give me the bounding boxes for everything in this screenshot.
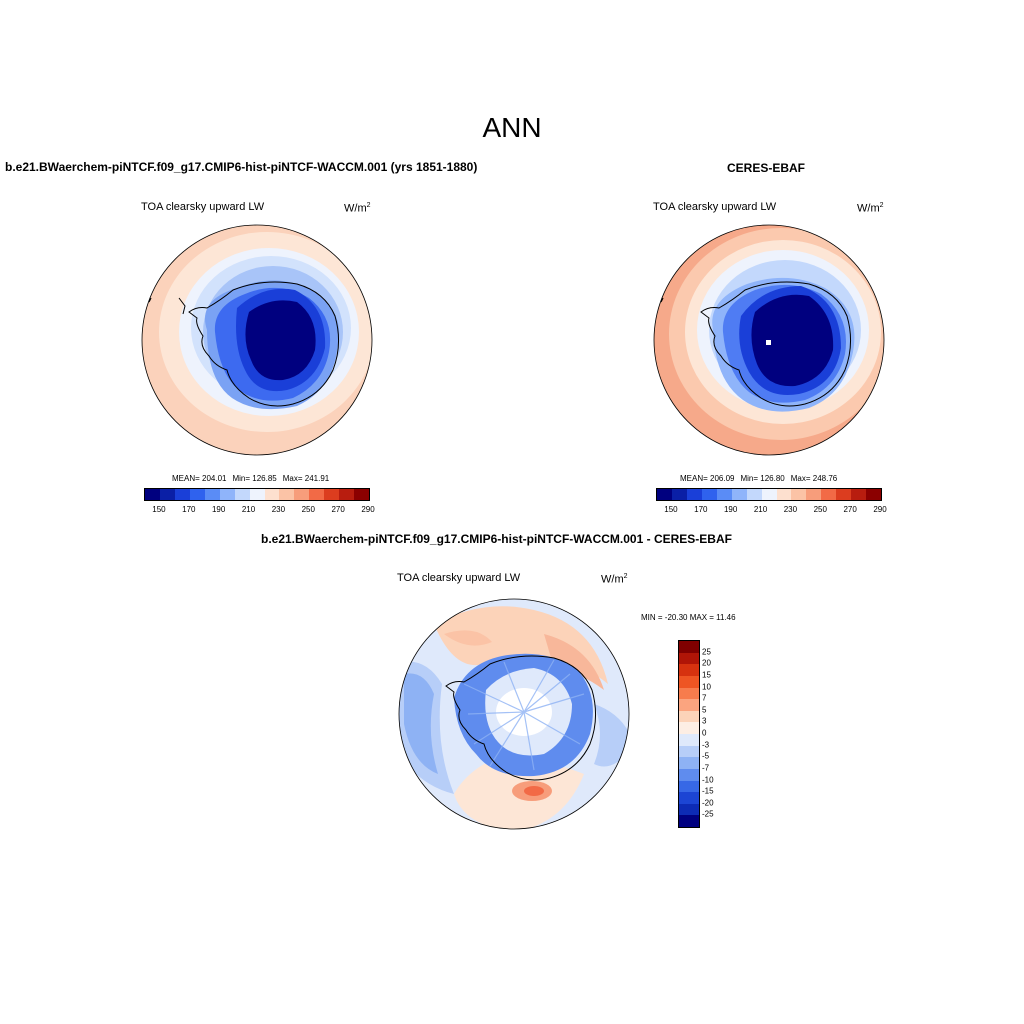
- colorbar-tick-label: -3: [702, 740, 710, 750]
- colorbar-swatch: [324, 489, 340, 500]
- colorbar-swatch: [679, 792, 699, 804]
- figure-title: ANN: [482, 112, 542, 143]
- colorbar-swatch: [679, 664, 699, 676]
- colorbar-tick-label: 210: [753, 505, 768, 514]
- colorbar-swatch: [309, 489, 325, 500]
- colorbar-swatch: [731, 489, 747, 500]
- colorbar-swatch: [145, 489, 160, 500]
- colorbar-swatch: [679, 722, 699, 734]
- colorbar-swatch: [679, 780, 699, 793]
- colorbar-tick-label: 20: [702, 658, 711, 668]
- colorbar-swatch: [679, 687, 699, 700]
- panel1-colorbar: [144, 488, 370, 501]
- colorbar-tick-label: -20: [702, 798, 714, 808]
- colorbar-swatch: [174, 489, 190, 500]
- colorbar-swatch: [679, 803, 699, 816]
- colorbar-swatch: [354, 489, 370, 500]
- panel2-stats: MEAN= 206.09 Min= 126.80 Max= 248.76: [680, 474, 838, 483]
- colorbar-swatch: [836, 489, 852, 500]
- panel3-colorbar: [678, 640, 700, 828]
- colorbar-tick-label: 15: [702, 670, 711, 680]
- colorbar-tick-label: 3: [702, 716, 707, 726]
- colorbar-swatch: [159, 489, 175, 500]
- colorbar-swatch: [686, 489, 702, 500]
- colorbar-swatch: [671, 489, 687, 500]
- colorbar-swatch: [701, 489, 717, 500]
- panel2-variable: TOA clearsky upward LW: [653, 201, 777, 213]
- colorbar-swatch: [716, 489, 732, 500]
- colorbar-swatch: [761, 489, 777, 500]
- colorbar-tick-label: 150: [664, 505, 678, 514]
- panel1-variable: TOA clearsky upward LW: [141, 201, 265, 213]
- panel1-units: W/m2: [344, 202, 371, 215]
- colorbar-swatch: [866, 489, 882, 500]
- colorbar-swatch: [679, 734, 699, 746]
- colorbar-swatch: [679, 699, 699, 711]
- colorbar-tick-label: 190: [723, 505, 738, 514]
- colorbar-swatch: [234, 489, 250, 500]
- panel2-colorbar-ticks: 150 170 190 210 230 250 270 290: [656, 505, 886, 517]
- panel3-map: [398, 598, 630, 830]
- colorbar-tick-label: 5: [702, 705, 707, 715]
- colorbar-swatch: [791, 489, 807, 500]
- panel1-colorbar-ticks: 150 170 190 210 230 250 270 290: [144, 505, 374, 517]
- colorbar-tick-label: 170: [182, 505, 196, 514]
- colorbar-swatch: [679, 710, 699, 723]
- colorbar-tick-label: 250: [301, 505, 315, 514]
- colorbar-swatch: [294, 489, 310, 500]
- colorbar-tick-label: 270: [331, 505, 345, 514]
- colorbar-swatch: [776, 489, 792, 500]
- colorbar-swatch: [219, 489, 235, 500]
- colorbar-swatch: [851, 489, 867, 500]
- colorbar-swatch: [679, 641, 699, 653]
- colorbar-tick-label: 290: [361, 505, 375, 514]
- colorbar-swatch: [821, 489, 837, 500]
- panel1-heading: b.e21.BWaerchem-piNTCF.f09_g17.CMIP6-his…: [5, 160, 478, 174]
- colorbar-tick-label: 250: [813, 505, 827, 514]
- colorbar-tick-label: 230: [271, 505, 286, 514]
- colorbar-tick-label: -15: [702, 786, 714, 796]
- colorbar-swatch: [249, 489, 265, 500]
- panel3-stats: MIN = -20.30 MAX = 11.46: [641, 613, 736, 622]
- colorbar-tick-label: 210: [241, 505, 256, 514]
- colorbar-tick-label: -10: [702, 775, 714, 784]
- colorbar-tick-label: 7: [702, 693, 707, 703]
- colorbar-swatch: [679, 768, 699, 781]
- colorbar-swatch: [679, 652, 699, 665]
- colorbar-tick-label: -25: [702, 809, 714, 819]
- colorbar-swatch: [339, 489, 355, 500]
- colorbar-swatch: [204, 489, 220, 500]
- panel1-stats: MEAN= 204.01 Min= 126.85 Max= 241.91: [172, 474, 330, 483]
- panel1-map: [141, 224, 373, 456]
- panel2-colorbar: [656, 488, 882, 501]
- colorbar-tick-label: -7: [702, 763, 710, 773]
- colorbar-swatch: [679, 675, 699, 688]
- colorbar-tick-label: 170: [694, 505, 708, 514]
- colorbar-swatch: [746, 489, 762, 500]
- colorbar-tick-label: 230: [783, 505, 798, 514]
- colorbar-swatch: [679, 815, 699, 827]
- panel2-heading: CERES-EBAF: [727, 161, 806, 175]
- panel3-heading: b.e21.BWaerchem-piNTCF.f09_g17.CMIP6-his…: [261, 532, 732, 546]
- colorbar-tick-label: 0: [702, 728, 707, 738]
- colorbar-swatch: [679, 757, 699, 769]
- colorbar-swatch: [189, 489, 205, 500]
- colorbar-tick-label: 10: [702, 682, 711, 691]
- colorbar-swatch: [279, 489, 295, 500]
- colorbar-swatch: [657, 489, 672, 500]
- colorbar-tick-label: 150: [152, 505, 166, 514]
- panel2-map: [653, 224, 885, 456]
- colorbar-tick-label: -5: [702, 751, 710, 761]
- panel3-units: W/m2: [601, 573, 628, 586]
- colorbar-swatch: [264, 489, 280, 500]
- colorbar-swatch: [806, 489, 822, 500]
- colorbar-tick-label: 25: [702, 647, 711, 657]
- panel3-variable: TOA clearsky upward LW: [397, 572, 521, 584]
- colorbar-tick-label: 290: [873, 505, 887, 514]
- panel2-units: W/m2: [857, 202, 884, 215]
- colorbar-tick-label: 190: [211, 505, 226, 514]
- panel3-colorbar-ticks: 25 20 15 10 7 5 3 0 -3 -5 -7 -10 -15 -20 -25: [702, 640, 732, 826]
- colorbar-tick-label: 270: [843, 505, 857, 514]
- colorbar-swatch: [679, 745, 699, 758]
